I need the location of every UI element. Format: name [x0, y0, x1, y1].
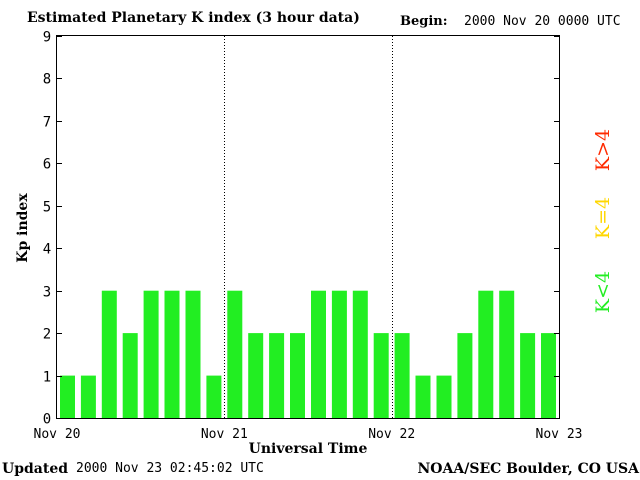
- legend-item: K<4: [592, 271, 614, 313]
- kp-bar: [185, 290, 201, 418]
- updated-label: Updated: [2, 461, 69, 477]
- y-tick-label: 6: [43, 157, 51, 173]
- kp-bar: [373, 333, 389, 418]
- x-tick-label: Nov 21: [201, 427, 248, 442]
- source-credit: NOAA/SEC Boulder, CO USA: [417, 461, 640, 477]
- updated-value: 2000 Nov 23 02:45:02 UTC: [76, 461, 264, 476]
- kp-bar: [415, 375, 431, 418]
- y-axis: 0 1 2 3 4 5 6 7 8 9: [43, 30, 559, 428]
- kp-bar: [143, 290, 159, 418]
- kp-bar: [520, 333, 536, 418]
- grid-group: [224, 36, 393, 418]
- kp-bar: [248, 333, 264, 418]
- kp-bar: [80, 375, 96, 418]
- y-axis-label: Kp index: [15, 193, 31, 263]
- kp-bar: [227, 290, 243, 418]
- legend: K>4 K=4 K<4: [592, 129, 614, 313]
- y-tick-label: 2: [43, 327, 51, 343]
- legend-item: K=4: [592, 197, 614, 239]
- kp-bar: [101, 290, 117, 418]
- kp-bar: [499, 290, 515, 418]
- kp-bar: [478, 290, 494, 418]
- x-tick-label: Nov 23: [536, 427, 583, 442]
- x-tick-label: Nov 22: [368, 427, 415, 442]
- y-tick-label: 4: [43, 242, 51, 258]
- kp-bar: [269, 333, 285, 418]
- kp-bar: [206, 375, 222, 418]
- x-tick-label: Nov 20: [34, 427, 81, 442]
- y-tick-label: 9: [43, 30, 51, 46]
- kp-bar: [457, 333, 473, 418]
- y-tick-label: 7: [43, 115, 51, 131]
- x-axis: Nov 20 Nov 21 Nov 22 Nov 23: [34, 427, 583, 442]
- kp-bar: [60, 375, 75, 418]
- begin-value: 2000 Nov 20 0000 UTC: [464, 14, 621, 29]
- bar-group: [60, 290, 556, 418]
- kp-bar: [122, 333, 138, 418]
- plot-frame: [56, 35, 560, 419]
- kp-bar: [436, 375, 452, 418]
- kp-bar: [164, 290, 180, 418]
- y-tick-label: 3: [43, 285, 51, 301]
- begin-label: Begin:: [400, 14, 448, 29]
- kp-bar: [290, 333, 305, 418]
- kp-bar: [394, 333, 410, 418]
- kp-bar: [311, 290, 326, 418]
- kp-bar: [331, 290, 347, 418]
- kp-bar: [541, 333, 556, 418]
- y-tick-label: 0: [43, 412, 51, 428]
- y-tick-label: 8: [43, 72, 51, 88]
- kp-bar: [352, 290, 368, 418]
- y-tick-label: 1: [43, 370, 51, 386]
- legend-item: K>4: [592, 129, 614, 171]
- y-tick-label: 5: [43, 200, 51, 216]
- x-axis-label: Universal Time: [249, 441, 368, 457]
- chart-title: Estimated Planetary K index (3 hour data…: [27, 10, 360, 26]
